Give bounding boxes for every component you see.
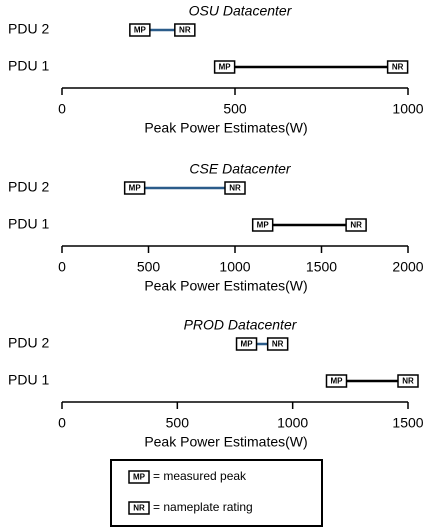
marker: [386, 60, 409, 74]
legend-text: = nameplate rating: [153, 500, 253, 514]
marker-label: NR: [392, 63, 404, 72]
panel-title: PROD Datacenter: [184, 317, 298, 333]
x-tick-label: 1000: [277, 415, 308, 431]
panel-title: OSU Datacenter: [189, 3, 293, 19]
marker-label: NR: [402, 377, 414, 386]
x-axis-label: Peak Power Estimates(W): [144, 434, 307, 450]
marker-label: MP: [330, 377, 343, 386]
category-label: PDU 2: [8, 179, 49, 195]
category-label: PDU 2: [8, 335, 49, 351]
marker: [224, 181, 246, 195]
marker-label: MP: [241, 340, 254, 349]
x-axis-label: Peak Power Estimates(W): [144, 120, 307, 136]
marker-label: NR: [179, 26, 191, 35]
x-tick-label: 0: [58, 259, 66, 275]
marker-label: NR: [272, 340, 284, 349]
marker-label: MP: [134, 26, 147, 35]
category-label: PDU 2: [8, 21, 49, 37]
marker: [251, 218, 274, 232]
x-axis-label: Peak Power Estimates(W): [144, 278, 307, 294]
legend-text: = measured peak: [153, 469, 247, 483]
marker: [174, 23, 196, 37]
x-tick-label: 1000: [392, 101, 423, 117]
panel-title: CSE Datacenter: [189, 161, 291, 177]
marker-label: MP: [257, 221, 270, 230]
marker: [266, 337, 289, 351]
marker: [235, 337, 258, 351]
legend-marker-label: NR: [133, 504, 145, 513]
x-tick-label: 1500: [392, 415, 423, 431]
x-tick-label: 2000: [392, 259, 423, 275]
x-tick-label: 0: [58, 101, 66, 117]
x-tick-label: 1000: [219, 259, 250, 275]
category-label: PDU 1: [8, 216, 49, 232]
x-tick-label: 1500: [306, 259, 337, 275]
marker: [213, 60, 236, 74]
marker-label: NR: [229, 184, 241, 193]
x-tick-label: 0: [58, 415, 66, 431]
legend-marker: [128, 470, 150, 484]
legend-marker-label: MP: [133, 473, 146, 482]
marker-label: MP: [129, 184, 142, 193]
category-label: PDU 1: [8, 372, 49, 388]
marker-label: MP: [219, 63, 232, 72]
marker: [123, 181, 146, 195]
x-tick-label: 500: [223, 101, 247, 117]
marker: [345, 218, 367, 232]
marker-label: NR: [350, 221, 362, 230]
marker: [397, 374, 419, 388]
x-tick-label: 500: [166, 415, 190, 431]
category-label: PDU 1: [8, 58, 49, 74]
marker: [129, 23, 151, 37]
x-tick-label: 500: [137, 259, 161, 275]
marker: [325, 374, 348, 388]
legend-marker: [128, 501, 150, 515]
legend-box: [110, 459, 323, 527]
